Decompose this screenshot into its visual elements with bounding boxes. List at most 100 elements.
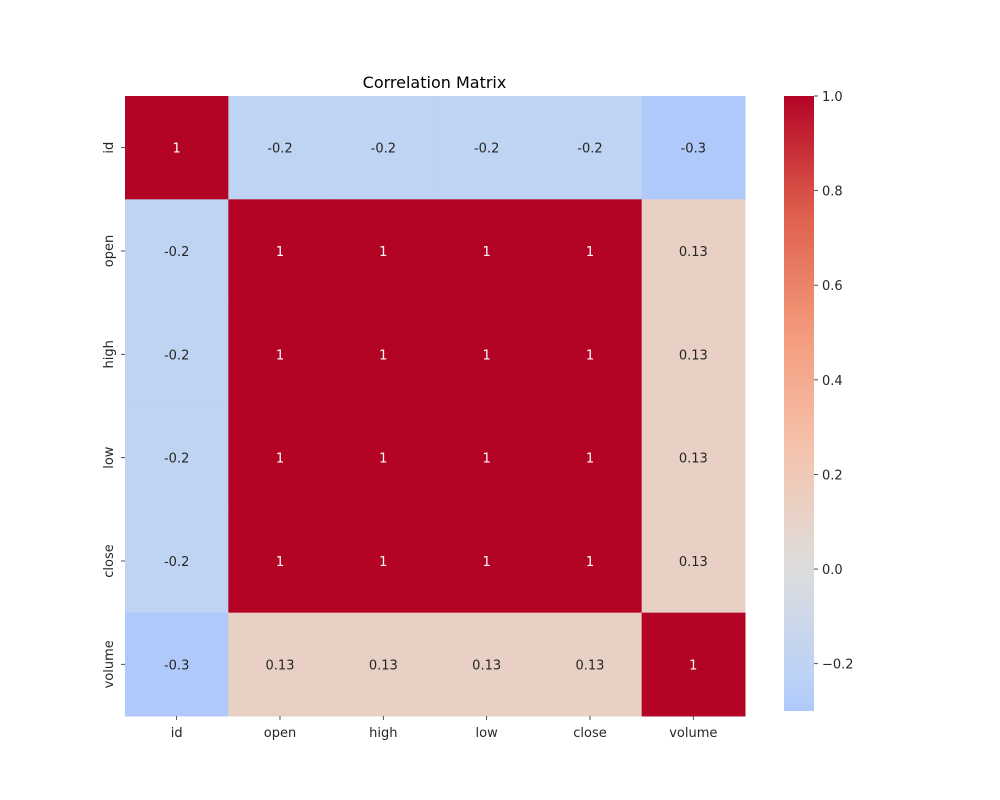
heatmap-cell — [641, 302, 746, 407]
cell-annotation: 1 — [276, 348, 284, 363]
heatmap-cell — [125, 302, 229, 407]
cell-annotation: 0.13 — [679, 555, 708, 570]
heatmap-cell — [228, 302, 333, 407]
heatmap-cells — [125, 96, 746, 717]
cell-annotation: 0.13 — [472, 658, 501, 673]
cell-annotation: 1 — [276, 452, 284, 467]
cell-annotation: 1 — [483, 555, 491, 570]
colorbar-tick-label: 0.0 — [822, 563, 843, 578]
cell-annotation: -0.2 — [267, 142, 292, 157]
heatmap-cell — [641, 612, 746, 717]
heatmap-cell — [641, 509, 746, 614]
colorbar-tick-label: 0.4 — [822, 374, 843, 389]
x-tick-label: id — [171, 726, 183, 741]
heatmap-cell — [434, 199, 539, 304]
cell-annotation: 0.13 — [576, 658, 605, 673]
heatmap-cell — [228, 509, 333, 614]
heatmap-cell — [228, 199, 333, 304]
cell-annotation: -0.2 — [164, 555, 189, 570]
cell-annotation: 1 — [173, 142, 181, 157]
heatmap-cell — [125, 96, 229, 200]
heatmap-cell — [125, 509, 229, 614]
heatmap-cell — [125, 405, 229, 510]
cell-annotation: 1 — [586, 555, 594, 570]
colorbar-tick-label: −0.2 — [822, 658, 854, 673]
cell-annotation: 1 — [586, 348, 594, 363]
cell-annotation: 1 — [379, 245, 387, 260]
heatmap-cell — [538, 199, 643, 304]
heatmap-cell — [538, 96, 643, 200]
cell-annotation: -0.2 — [474, 142, 499, 157]
heatmap-cell — [641, 96, 746, 200]
cell-annotation: 1 — [379, 348, 387, 363]
heatmap-cell — [228, 96, 333, 200]
cell-annotation: -0.3 — [164, 658, 189, 673]
y-tick-label: id — [102, 142, 117, 154]
cell-annotation: 1 — [586, 452, 594, 467]
y-tick-label: low — [102, 446, 117, 469]
cell-annotation: -0.2 — [577, 142, 602, 157]
cell-annotation: 0.13 — [266, 658, 295, 673]
cell-annotation: 0.13 — [679, 348, 708, 363]
colorbar-tick-label: 0.8 — [822, 185, 843, 200]
heatmap-cell — [434, 612, 539, 717]
colorbar-tick-label: 0.6 — [822, 279, 843, 294]
cell-annotation: -0.2 — [164, 245, 189, 260]
heatmap-cell — [331, 96, 436, 200]
y-axis: id open high low close volume — [102, 142, 125, 688]
cell-annotation: 1 — [379, 452, 387, 467]
x-tick-label: volume — [669, 726, 717, 741]
cell-annotation: 1 — [276, 555, 284, 570]
x-tick-label: close — [573, 726, 606, 741]
cell-annotation: 0.13 — [679, 245, 708, 260]
cell-annotation: 1 — [483, 452, 491, 467]
cell-annotation: 0.13 — [679, 452, 708, 467]
heatmap-cell — [331, 509, 436, 614]
cell-annotation: 1 — [483, 348, 491, 363]
y-tick-label: volume — [102, 640, 117, 688]
colorbar: 1.0 0.8 0.6 0.4 0.2 0.0 −0.2 — [784, 90, 854, 711]
heatmap-cell — [228, 612, 333, 717]
cell-annotation: 1 — [689, 658, 697, 673]
cell-annotation: 1 — [276, 245, 284, 260]
cell-annotations: 1 -0.2 -0.2 -0.2 -0.2 -0.3 -0.2 1 1 1 1 0.13 -0.2 1 1 1… — [164, 142, 708, 674]
heatmap-cell — [434, 405, 539, 510]
y-tick-label: close — [102, 544, 117, 577]
heatmap-cell — [434, 96, 539, 200]
cell-annotation: 1 — [483, 245, 491, 260]
heatmap-cell — [331, 612, 436, 717]
heatmap-cell — [538, 509, 643, 614]
heatmap-cell — [434, 509, 539, 614]
heatmap-cell — [434, 302, 539, 407]
chart-title: Correlation Matrix — [363, 73, 507, 92]
cell-annotation: -0.2 — [371, 142, 396, 157]
heatmap-cell — [125, 199, 229, 304]
heatmap-cell — [641, 199, 746, 304]
colorbar-tick-label: 1.0 — [822, 90, 843, 105]
heatmap-cell — [228, 405, 333, 510]
y-tick-label: high — [102, 340, 117, 368]
x-tick-label: open — [264, 726, 296, 741]
cell-annotation: 1 — [379, 555, 387, 570]
cell-annotation: 1 — [586, 245, 594, 260]
x-tick-label: high — [369, 726, 397, 741]
cell-annotation: -0.2 — [164, 348, 189, 363]
heatmap-cell — [331, 199, 436, 304]
cell-annotation: -0.3 — [681, 142, 706, 157]
heatmap-cell — [331, 302, 436, 407]
y-tick-label: open — [102, 235, 117, 267]
colorbar-tick-label: 0.2 — [822, 468, 843, 483]
cell-annotation: -0.2 — [164, 452, 189, 467]
heatmap-cell — [125, 612, 229, 717]
colorbar-gradient — [784, 96, 814, 711]
heatmap-cell — [538, 612, 643, 717]
heatmap-cell — [331, 405, 436, 510]
heatmap-cell — [538, 405, 643, 510]
x-tick-label: low — [476, 726, 499, 741]
heatmap-cell — [641, 405, 746, 510]
cell-annotation: 0.13 — [369, 658, 398, 673]
x-axis: id open high low close volume — [171, 715, 717, 741]
heatmap-cell — [538, 302, 643, 407]
